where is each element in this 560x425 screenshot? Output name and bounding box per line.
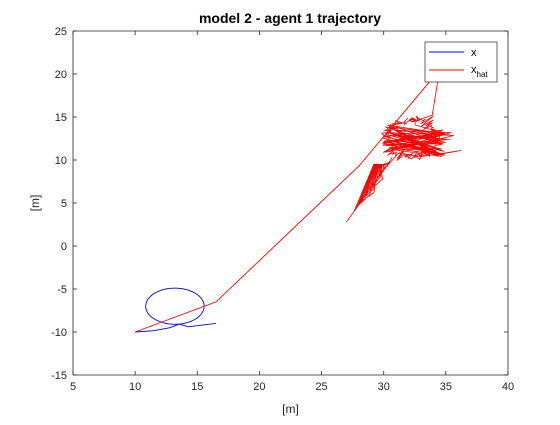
data-layer — [134, 69, 462, 333]
y-tick-label: 10 — [55, 155, 67, 167]
y-axis-label: [m] — [28, 195, 42, 212]
legend-label-x: x — [471, 47, 477, 59]
legend-label-xhat-subscript: hat — [477, 70, 489, 79]
plot-area — [73, 31, 508, 375]
y-tick-label: -10 — [51, 327, 67, 339]
legend-box — [424, 41, 498, 83]
y-tick-label: -5 — [57, 284, 67, 296]
y-tick-label: 0 — [61, 241, 67, 253]
x-tick-label: 5 — [70, 381, 76, 393]
legend-label-xhat: xhat — [471, 64, 488, 79]
x-tick-label: 35 — [440, 381, 452, 393]
legend: x xhat — [424, 41, 498, 83]
x-tick-label: 40 — [502, 381, 514, 393]
x-tick-label: 10 — [129, 381, 141, 393]
x-tick-label: 30 — [378, 381, 390, 393]
axis-ticks: 5 10 15 20 25 30 35 40 -15 -10 -5 0 5 10 15 20 25 — [51, 26, 514, 393]
x-tick-label: 15 — [191, 381, 203, 393]
series-xhat-jump — [134, 69, 440, 333]
series-xhat-line — [346, 69, 462, 223]
y-tick-label: 20 — [55, 69, 67, 81]
x-axis-label: [m] — [282, 402, 299, 416]
y-tick-label: -15 — [51, 370, 67, 382]
y-tick-label: 15 — [55, 112, 67, 124]
series-x-line — [135, 287, 216, 333]
y-tick-label: 25 — [55, 26, 67, 38]
x-tick-label: 20 — [253, 381, 265, 393]
y-tick-label: 5 — [61, 198, 67, 210]
chart-title: model 2 - agent 1 trajectory — [199, 10, 381, 26]
legend-label-xhat-main: x — [471, 64, 477, 76]
x-tick-label: 25 — [315, 381, 327, 393]
